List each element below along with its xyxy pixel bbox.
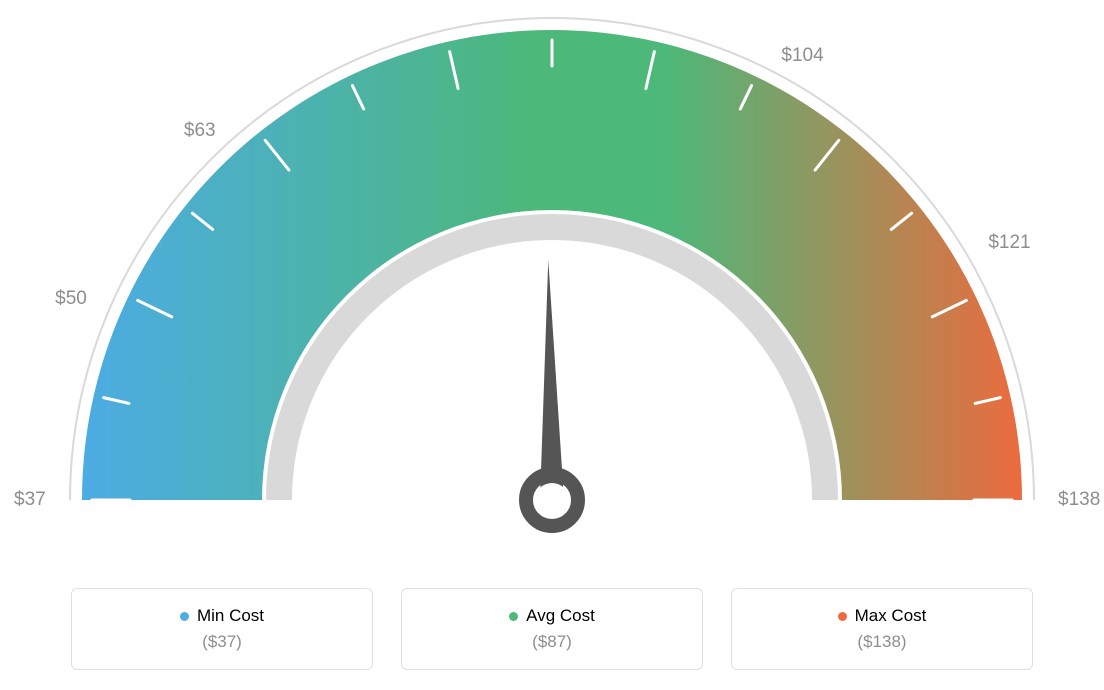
legend-avg-label: Avg Cost — [526, 606, 595, 626]
gauge-scale-label: $63 — [184, 120, 216, 142]
legend-avg-dot — [509, 612, 518, 621]
cost-gauge: $37 $50 $63 $87 $104 $121 $138 — [0, 0, 1104, 560]
legend-max-label: Max Cost — [855, 606, 927, 626]
legend-min-title: Min Cost — [180, 606, 264, 626]
gauge-scale-label: $37 — [14, 489, 46, 511]
legend-min-label: Min Cost — [197, 606, 264, 626]
legend-min-value: ($37) — [202, 632, 242, 652]
legend-avg-title: Avg Cost — [509, 606, 595, 626]
gauge-svg — [0, 0, 1104, 560]
legend-min-cost: Min Cost ($37) — [71, 588, 373, 670]
legend-row: Min Cost ($37) Avg Cost ($87) Max Cost (… — [0, 588, 1104, 670]
legend-max-value: ($138) — [857, 632, 906, 652]
gauge-scale-label: $138 — [1058, 489, 1100, 511]
legend-max-dot — [838, 612, 847, 621]
legend-avg-cost: Avg Cost ($87) — [401, 588, 703, 670]
legend-max-title: Max Cost — [838, 606, 927, 626]
legend-avg-value: ($87) — [532, 632, 572, 652]
legend-max-cost: Max Cost ($138) — [731, 588, 1033, 670]
gauge-scale-label: $87 — [528, 0, 560, 1]
legend-min-dot — [180, 612, 189, 621]
gauge-scale-label: $50 — [55, 288, 87, 310]
gauge-scale-label: $121 — [988, 232, 1030, 254]
gauge-scale-label: $104 — [781, 45, 823, 67]
